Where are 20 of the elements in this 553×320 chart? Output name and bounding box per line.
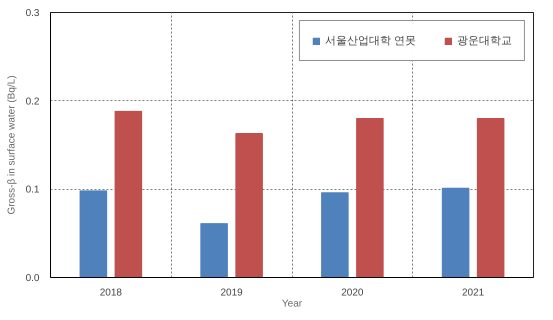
x-tick-label: 2020 — [341, 288, 364, 298]
y-tick-label: 0.3 — [26, 8, 40, 19]
bar — [114, 110, 142, 278]
y-tick-label: 0.2 — [26, 96, 40, 108]
x-tick-label: 2021 — [462, 288, 485, 298]
bar — [356, 118, 384, 278]
x-tick-label: 2019 — [220, 288, 244, 298]
x-tick-label: 2018 — [100, 288, 122, 298]
legend-label: 서울산업대학 연못 — [324, 34, 416, 48]
y-tick-label: 0.0 — [26, 273, 40, 284]
x-axis-title: Year — [282, 298, 303, 310]
bar — [80, 190, 108, 278]
y-tick-label: 0.1 — [26, 184, 40, 196]
y-axis-title: Gross-β in surface water (Bq/L) — [6, 75, 18, 215]
bar — [476, 118, 504, 278]
bar — [442, 188, 470, 278]
bar — [235, 133, 263, 278]
bar — [200, 223, 228, 278]
bar — [321, 192, 349, 278]
legend-label: 광운대학교 — [457, 34, 512, 48]
